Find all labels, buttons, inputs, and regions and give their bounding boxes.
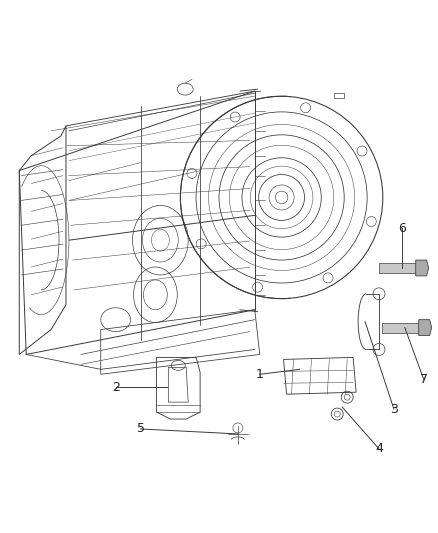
Text: 6: 6 <box>398 222 406 235</box>
Text: 4: 4 <box>375 442 383 455</box>
Text: 2: 2 <box>112 381 120 394</box>
Polygon shape <box>419 320 431 336</box>
Polygon shape <box>382 322 419 333</box>
Text: 5: 5 <box>137 423 145 435</box>
Text: 7: 7 <box>420 373 427 386</box>
Text: 3: 3 <box>390 402 398 416</box>
Polygon shape <box>416 260 429 276</box>
Text: 1: 1 <box>256 368 264 381</box>
Polygon shape <box>379 263 416 273</box>
